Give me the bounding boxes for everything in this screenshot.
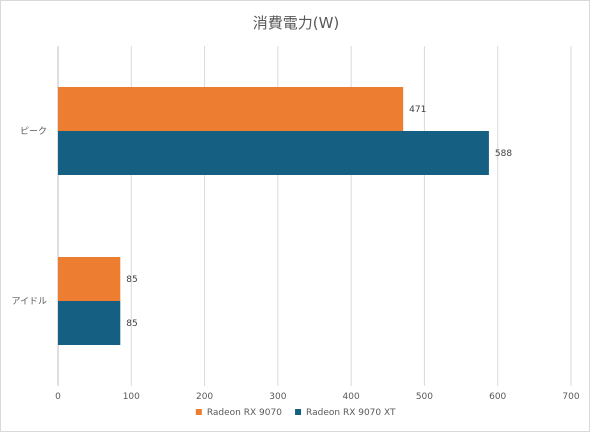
data-label-s1-c0: 588 [495, 149, 512, 159]
legend-label-1: Radeon RX 9070 XT [306, 408, 396, 418]
legend: Radeon RX 9070 Radeon RX 9070 XT [195, 408, 396, 418]
x-tick-label-400: 400 [343, 392, 360, 402]
category-label-0: ピーク [20, 126, 47, 137]
data-label-s1-c1: 85 [126, 319, 137, 329]
category-label-1: アイドル [11, 297, 47, 307]
legend-swatch-1 [295, 409, 302, 415]
legend-swatch-0 [195, 409, 202, 415]
bar-s0-c1 [58, 257, 121, 301]
bar-s0-c0 [58, 87, 404, 131]
x-tick-label-600: 600 [489, 392, 506, 402]
x-tick-label-700: 700 [562, 392, 579, 402]
x-tick-label-300: 300 [269, 392, 286, 402]
x-tick-label-200: 200 [196, 392, 213, 402]
legend-label-0: Radeon RX 9070 [207, 408, 282, 418]
data-labels: 471 588 85 85 [126, 105, 512, 329]
bar-s1-c0 [58, 131, 489, 175]
x-tick-label-0: 0 [55, 392, 61, 402]
x-tick-label-100: 100 [123, 392, 140, 402]
data-label-s0-c1: 85 [126, 275, 137, 285]
x-axis-ticks: 0 100 200 300 400 500 600 700 [55, 392, 580, 402]
x-tick-label-500: 500 [416, 392, 433, 402]
data-label-s0-c0: 471 [409, 105, 426, 115]
bars [58, 87, 489, 345]
bar-s1-c1 [58, 301, 121, 345]
chart-title: 消費電力(W) [253, 14, 340, 32]
